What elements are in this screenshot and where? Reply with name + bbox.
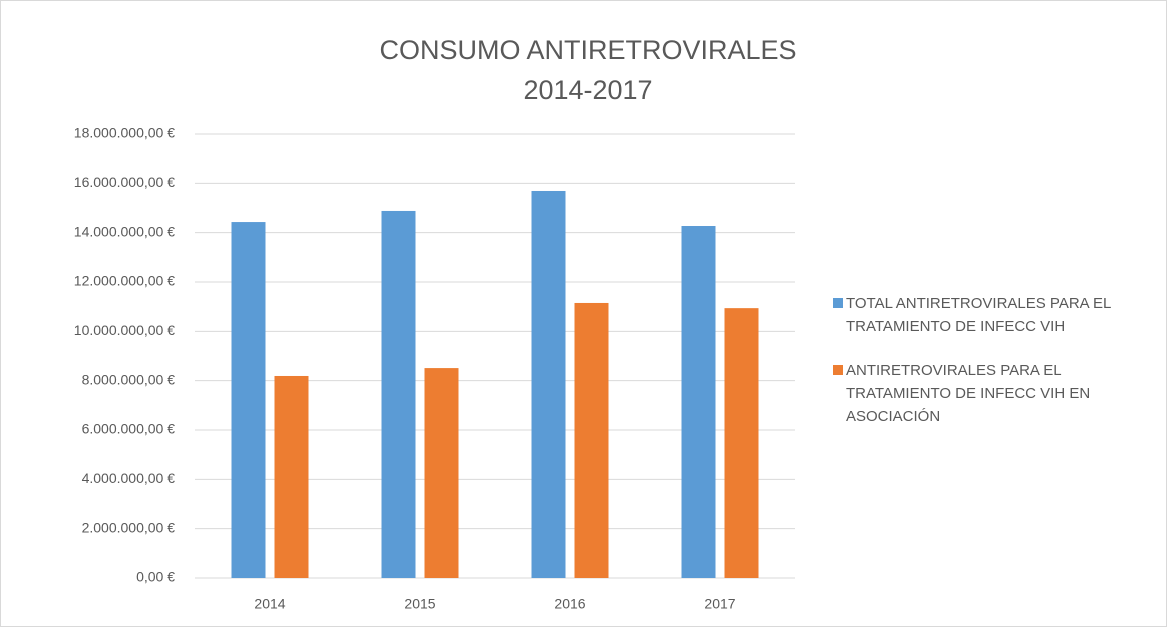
bar: [231, 222, 266, 578]
y-tick-label: 6.000.000,00 €: [82, 421, 176, 437]
legend-label: TOTAL ANTIRETROVIRALES PARA EL TRATAMIEN…: [846, 295, 1111, 335]
legend: TOTAL ANTIRETROVIRALES PARA EL TRATAMIEN…: [833, 292, 1163, 449]
y-tick-label: 8.000.000,00 €: [82, 371, 176, 387]
y-tick-label: 0,00 €: [136, 569, 175, 585]
legend-item: ANTIRETROVIRALES PARA EL TRATAMIENTO DE …: [833, 359, 1163, 428]
x-tick-label: 2017: [704, 596, 735, 612]
chart-title: 2014-2017: [523, 75, 652, 105]
x-tick-label: 2015: [404, 596, 435, 612]
legend-swatch: [833, 298, 843, 308]
bar: [274, 375, 309, 578]
legend-swatch: [833, 365, 843, 375]
y-tick-label: 4.000.000,00 €: [82, 470, 176, 486]
bar: [681, 226, 716, 579]
y-tick-label: 18.000.000,00 €: [74, 125, 175, 141]
x-tick-label: 2014: [254, 596, 285, 612]
legend-label: ANTIRETROVIRALES PARA EL TRATAMIENTO DE …: [846, 362, 1091, 425]
bar: [424, 368, 459, 578]
bar: [724, 308, 759, 578]
y-tick-label: 14.000.000,00 €: [74, 223, 175, 239]
y-tick-label: 2.000.000,00 €: [82, 519, 176, 535]
legend-item: TOTAL ANTIRETROVIRALES PARA EL TRATAMIEN…: [833, 292, 1163, 338]
chart-title: CONSUMO ANTIRETROVIRALES: [379, 35, 796, 65]
x-tick-label: 2016: [554, 596, 585, 612]
bar: [574, 302, 609, 578]
bar: [381, 210, 416, 578]
y-tick-label: 16.000.000,00 €: [74, 174, 175, 190]
bar: [531, 190, 566, 579]
y-tick-label: 12.000.000,00 €: [74, 273, 175, 289]
y-tick-label: 10.000.000,00 €: [74, 322, 175, 338]
